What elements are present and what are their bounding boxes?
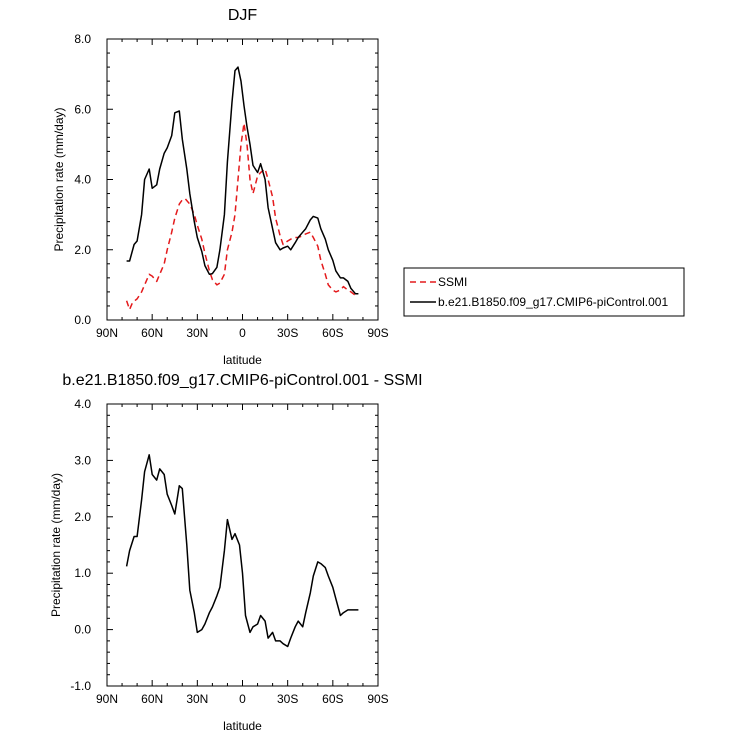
- panel2-ytick-label: 4.0: [74, 397, 91, 411]
- panel1-xtick-label: 30S: [277, 326, 298, 340]
- panel2-ytick-label: 1.0: [74, 566, 91, 580]
- panel1-xtick-label: 90N: [96, 326, 118, 340]
- panel2-xtick-label: 30S: [277, 692, 298, 706]
- panel2-xtick-label: 30N: [186, 692, 208, 706]
- panel1-ytick-label: 2.0: [74, 243, 91, 257]
- panel2-xlabel: latitude: [223, 719, 262, 733]
- panel1-ytick-label: 0.0: [74, 313, 91, 327]
- panel1-frame: [106, 38, 379, 321]
- panel2-xtick-label: 90N: [96, 692, 118, 706]
- panel2-frame: [106, 403, 379, 687]
- panel1-xlabel: latitude: [223, 353, 262, 367]
- panel1-series-line: [126, 66, 359, 295]
- panel1-ylabel: Precipitation rate (mm/day): [52, 107, 66, 251]
- panel1-xtick-label: 0: [239, 326, 246, 340]
- panel1-ytick-label: 8.0: [74, 32, 91, 46]
- panel2-ytick-label: 3.0: [74, 453, 91, 467]
- panel1-ytick-label: 6.0: [74, 102, 91, 116]
- panel1-title: DJF: [228, 7, 258, 24]
- panel2-xtick-label: 60S: [322, 692, 343, 706]
- panel1-xtick-label: 60N: [141, 326, 163, 340]
- panel2-xtick-label: 0: [239, 692, 246, 706]
- panel1-ytick-label: 4.0: [74, 173, 91, 187]
- legend-box: [403, 267, 685, 317]
- panel2-xtick-label: 60N: [141, 692, 163, 706]
- panel2-series-line: [125, 454, 359, 648]
- panel2-ytick-label: -1.0: [70, 679, 91, 693]
- panel2-ytick-label: 0.0: [74, 623, 91, 637]
- panel1-xtick-label: 30N: [186, 326, 208, 340]
- panel2-xtick-label: 90S: [367, 692, 388, 706]
- legend-label: SSMI: [438, 275, 467, 289]
- panel1-xtick-label: 60S: [322, 326, 343, 340]
- panel2-ytick-label: 2.0: [74, 510, 91, 524]
- panel2-ylabel: Precipitation rate (mm/day): [49, 473, 63, 617]
- panel1-series-line: [125, 122, 356, 311]
- legend-label: b.e21.B1850.f09_g17.CMIP6-piControl.001: [438, 295, 668, 309]
- panel2-title: b.e21.B1850.f09_g17.CMIP6-piControl.001 …: [62, 372, 422, 389]
- panel1-xtick-label: 90S: [367, 326, 388, 340]
